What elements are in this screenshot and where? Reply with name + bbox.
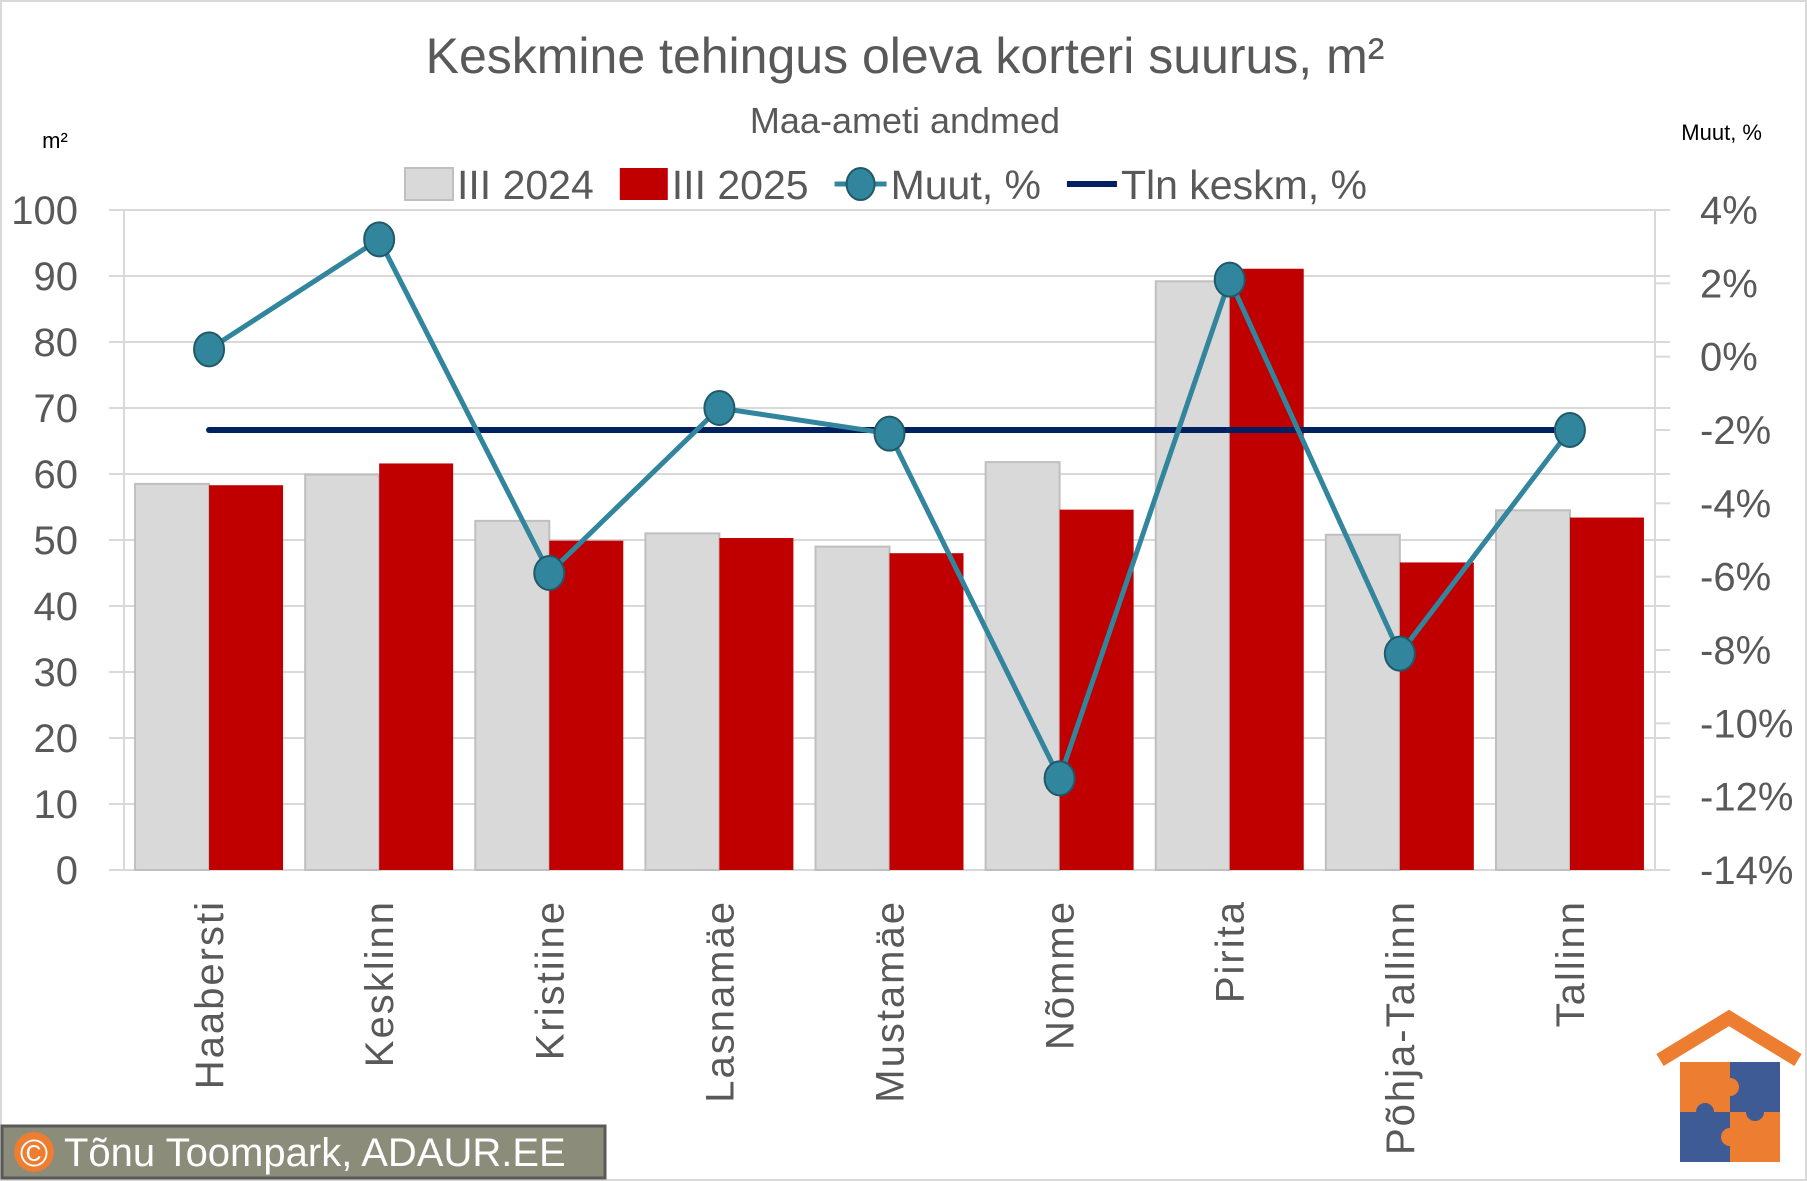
bar-iii-2025 bbox=[209, 485, 284, 870]
y2-tick-label: -12% bbox=[1700, 776, 1793, 820]
bar-iii-2025 bbox=[1569, 517, 1644, 870]
muut-point bbox=[1043, 760, 1076, 797]
bar-iii-2024 bbox=[134, 482, 211, 871]
y-tick-label: 80 bbox=[34, 321, 79, 365]
y-tick-label: 100 bbox=[11, 189, 78, 233]
y-tick-label: 30 bbox=[34, 651, 79, 695]
muut-point bbox=[1553, 412, 1586, 448]
y-axis-ticks: 0 10 20 30 40 50 60 70 80 90 100 bbox=[11, 189, 78, 893]
muut-point bbox=[363, 221, 396, 258]
legend-label: III 2025 bbox=[672, 162, 809, 208]
bar-iii-2025 bbox=[889, 553, 964, 870]
legend-label: Muut, % bbox=[891, 162, 1041, 208]
muut-point bbox=[1383, 635, 1416, 672]
y-tick-label: 70 bbox=[34, 387, 79, 431]
copyright-badge: © Tõnu Toompark, ADAUR.EE bbox=[0, 1124, 607, 1180]
bar-iii-2024 bbox=[644, 532, 721, 872]
bar-iii-2025 bbox=[1399, 562, 1474, 870]
y2-tick-label: 4% bbox=[1700, 189, 1758, 233]
muut-point bbox=[533, 555, 566, 591]
y-tick-label: 90 bbox=[34, 255, 79, 299]
y2-tick-label: -10% bbox=[1700, 702, 1793, 746]
bar-iii-2025 bbox=[379, 463, 454, 870]
bar-iii-2025 bbox=[549, 540, 624, 870]
x-tick-label: Lasnamäe bbox=[698, 900, 742, 1103]
x-tick-label: Pirita bbox=[1209, 900, 1253, 1003]
y2-tick-label: -2% bbox=[1700, 409, 1771, 453]
bar-iii-2024 bbox=[1494, 509, 1571, 871]
x-tick-label: Nõmme bbox=[1039, 900, 1083, 1050]
x-tick-label: Haabersti bbox=[188, 900, 232, 1089]
chart-title: Keskmine tehingus oleva korteri suurus, … bbox=[426, 28, 1385, 84]
y2-axis-label: Muut, % bbox=[1681, 120, 1762, 145]
legend-label: Tln keskm, % bbox=[1121, 162, 1367, 208]
y2-tick-label: -6% bbox=[1700, 556, 1771, 600]
legend-label: III 2024 bbox=[457, 162, 594, 208]
y-tick-label: 40 bbox=[34, 585, 79, 629]
muut-point bbox=[193, 331, 226, 368]
legend: III 2024 III 2025 Muut, % Tln keskm, % bbox=[404, 162, 1367, 208]
copyright-text: Tõnu Toompark, ADAUR.EE bbox=[64, 1131, 566, 1175]
bar-iii-2024 bbox=[1154, 280, 1231, 871]
y-tick-label: 60 bbox=[34, 453, 79, 497]
lines bbox=[193, 221, 1586, 797]
y-tick-label: 50 bbox=[34, 519, 79, 563]
legend-swatch-marker bbox=[845, 167, 876, 201]
chart-subtitle: Maa-ameti andmed bbox=[750, 100, 1060, 141]
x-axis-labels: Haabersti Kesklinn Kristiine Lasnamäe Mustam… bbox=[188, 900, 1593, 1155]
muut-point bbox=[873, 415, 906, 452]
y2-tick-label: -8% bbox=[1700, 629, 1771, 673]
bar-iii-2025 bbox=[1229, 268, 1304, 870]
copyright-icon bbox=[14, 1132, 54, 1172]
x-tick-label: Tallinn bbox=[1549, 900, 1593, 1027]
x-tick-label: Mustamäe bbox=[869, 900, 913, 1103]
bar-iii-2025 bbox=[719, 538, 794, 870]
legend-swatch bbox=[404, 167, 454, 201]
bar-iii-2024 bbox=[984, 461, 1061, 871]
y-tick-label: 20 bbox=[34, 717, 79, 761]
bar-iii-2024 bbox=[814, 545, 891, 871]
bars bbox=[134, 268, 1644, 872]
bar-iii-2025 bbox=[1059, 509, 1134, 870]
adaur-logo-icon bbox=[1656, 1009, 1802, 1162]
y-tick-label: 10 bbox=[34, 783, 79, 827]
bar-iii-2024 bbox=[304, 473, 381, 871]
x-tick-label: Kristiine bbox=[528, 900, 572, 1060]
muut-point bbox=[1213, 261, 1246, 298]
y2-axis-ticks: -14% -12% -10% -8% -6% -4% -2% 0% 2% 4% bbox=[1700, 189, 1793, 893]
copyright-symbol: © bbox=[20, 1133, 48, 1175]
x-tick-label: Põhja-Tallinn bbox=[1379, 900, 1423, 1155]
y-tick-label: 0 bbox=[56, 849, 78, 893]
y2-tick-label: 0% bbox=[1700, 336, 1758, 380]
y2-tick-label: -4% bbox=[1700, 482, 1771, 526]
legend-swatch bbox=[619, 168, 668, 200]
y-axis-label: m² bbox=[42, 128, 68, 153]
bar-iii-2024 bbox=[1324, 533, 1401, 871]
y2-tick-label: -14% bbox=[1700, 849, 1793, 893]
x-tick-label: Kesklinn bbox=[358, 900, 402, 1067]
muut-point bbox=[703, 390, 736, 426]
y2-tick-label: 2% bbox=[1700, 262, 1758, 306]
